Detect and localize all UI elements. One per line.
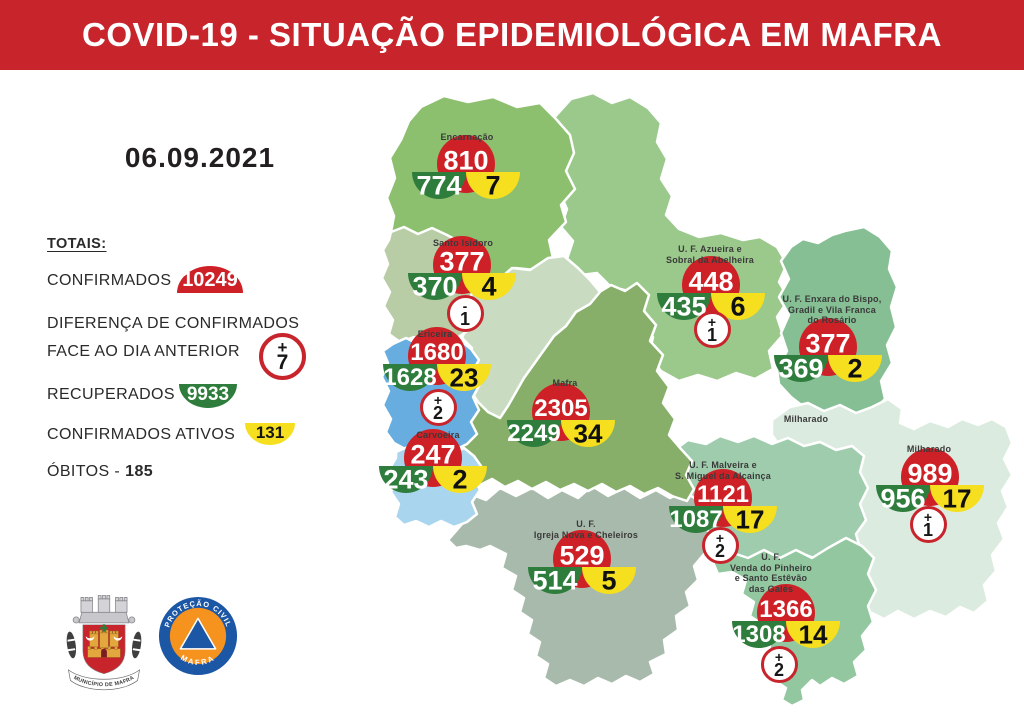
flanking-ornaments [66,631,142,659]
region-shape-santo-isidoro [380,225,479,344]
ribbon [67,669,141,691]
region-shape-enxara [775,225,899,421]
active-total-label: CONFIRMADOS ATIVOS [47,426,236,443]
recovered-total-value: 9933 [186,384,230,405]
deaths-label: ÓBITOS - [47,463,121,480]
page-title: COVID-19 - SITUAÇÃO EPIDEMIOLÓGICA EM MA… [82,16,942,53]
report-date: 06.09.2021 [124,142,276,173]
recovered-total-label: RECUPERADOS [47,386,175,403]
mafra-coat-of-arms-logo: MUNICÍPIO DE MAFRA [66,595,142,691]
protecao-civil-logo: PROTEÇÃO CIVIL MAFRA [158,596,238,676]
region-shape-carvoeira [388,444,483,529]
civil-triangle-icon [179,617,217,650]
diff-badge: + 7 [259,333,306,380]
region-shape-igreja [446,484,714,688]
crescent-right [113,636,123,641]
confirmed-total-label: CONFIRMADOS [47,272,172,289]
diff-label-line2: FACE AO DIA ANTERIOR [47,343,240,360]
totals-heading: TOTAIS: [47,236,107,252]
deaths-value: 185 [125,463,154,480]
diff-value: 7 [276,351,289,374]
diff-label-line1: DIFERENÇA DE CONFIRMADOS [47,315,300,332]
deaths-row: ÓBITOS -185 [47,463,153,481]
recovered-total-badge: 9933 [179,384,237,408]
crescent-left [85,636,95,641]
active-total-badge: 131 [245,423,295,445]
region-shape-venda [710,536,878,708]
diff-sign: + [277,338,288,357]
mural-crown [72,595,136,624]
mafra-municipality-map [380,91,1014,708]
castle-door [101,648,107,658]
region-shape-ericeira [380,336,482,452]
header-banner: COVID-19 - SITUAÇÃO EPIDEMIOLÓGICA EM MA… [0,0,1024,70]
confirmed-total-badge: 10249 [177,266,243,293]
active-total-value: 131 [255,423,285,442]
green-cross [100,624,108,632]
confirmed-total-value: 10249 [182,269,238,291]
